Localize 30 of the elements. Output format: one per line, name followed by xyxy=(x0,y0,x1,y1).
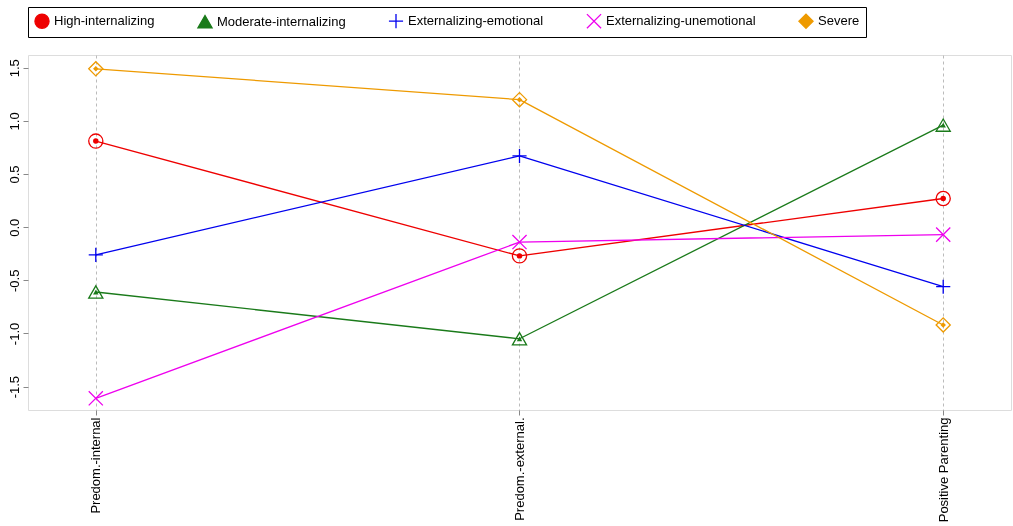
y-tick-label: -1.5 xyxy=(6,375,22,399)
y-tick-label: 0.0 xyxy=(6,218,22,237)
y-tick-label: 1.0 xyxy=(6,112,22,131)
point xyxy=(511,234,528,250)
x-tick-label: Predom.-external. xyxy=(512,417,527,521)
point xyxy=(935,118,951,132)
point xyxy=(935,278,951,295)
point xyxy=(935,317,951,333)
y-tick-label: -1.0 xyxy=(6,322,22,346)
x-tick-label: Predom.-internal xyxy=(88,417,104,514)
point xyxy=(935,190,951,207)
legend-label: Moderate-internalizing xyxy=(217,13,346,29)
y-tick-label: -0.5 xyxy=(6,269,22,293)
y-tick-label: 0.5 xyxy=(6,165,22,184)
point xyxy=(511,248,528,264)
point xyxy=(511,91,528,108)
point xyxy=(88,61,104,77)
point xyxy=(88,285,104,299)
point xyxy=(88,390,104,407)
x-tick-label: Positive Parenting xyxy=(935,417,951,523)
legend-label: Externalizing-emotional xyxy=(408,13,544,29)
point xyxy=(935,226,951,243)
point xyxy=(511,148,528,164)
legend-label: Externalizing-unemotional xyxy=(606,13,756,29)
point xyxy=(88,133,104,149)
legend-label: Severe xyxy=(818,13,860,29)
legend-label: High-internalizing xyxy=(54,13,155,29)
point xyxy=(511,332,528,346)
point xyxy=(88,247,104,263)
y-tick-label: 1.5 xyxy=(6,59,22,78)
